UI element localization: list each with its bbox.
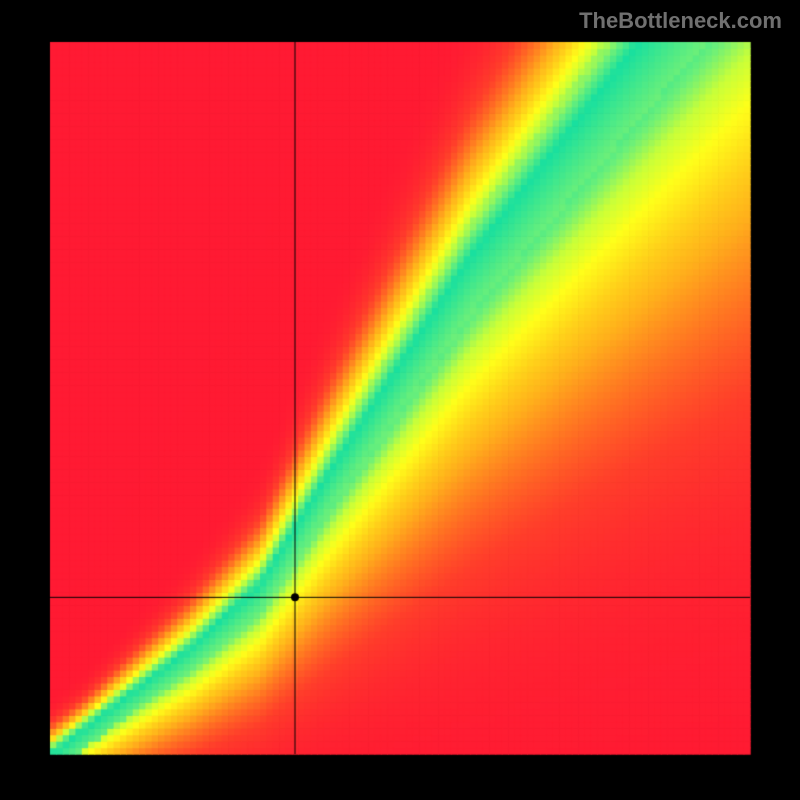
chart-container: TheBottleneck.com (0, 0, 800, 800)
watermark-text: TheBottleneck.com (579, 8, 782, 34)
heatmap-canvas (0, 0, 800, 800)
